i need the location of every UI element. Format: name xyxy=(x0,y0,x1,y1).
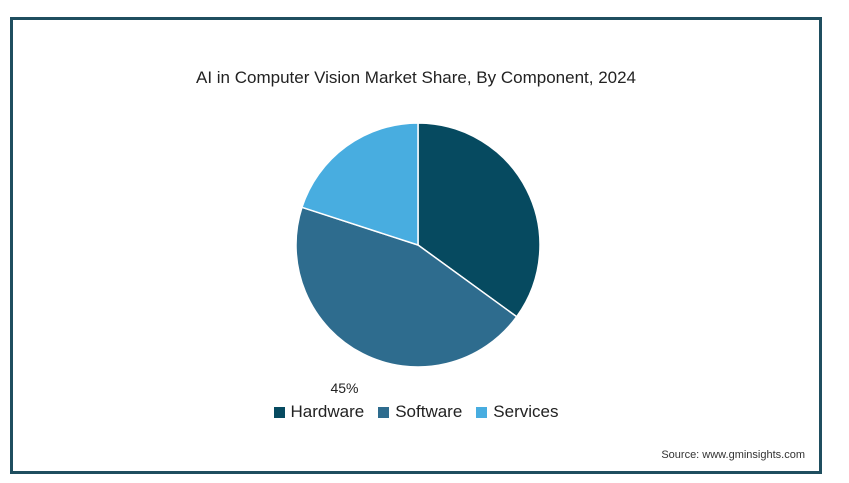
legend-label-services: Services xyxy=(493,402,559,421)
legend-item-software: Software xyxy=(378,402,462,422)
legend-item-services: Services xyxy=(476,402,558,422)
source-note: Source: www.gminsights.com xyxy=(661,449,805,461)
legend-label-hardware: Hardware xyxy=(290,402,365,421)
legend-swatch-hardware xyxy=(273,406,285,418)
chart-title: AI in Computer Vision Market Share, By C… xyxy=(195,68,637,87)
data-label-software: 45% xyxy=(330,380,358,396)
legend-swatch-software xyxy=(378,406,390,418)
pie-slice-hardware xyxy=(417,122,541,318)
pie-slice-software xyxy=(295,206,518,368)
chart-legend: Hardware Software Services xyxy=(13,402,819,422)
pie-slice-services xyxy=(301,122,419,247)
chart-frame: AI in Computer Vision Market Share, By C… xyxy=(10,17,822,474)
legend-item-hardware: Hardware xyxy=(273,402,365,422)
legend-label-software: Software xyxy=(395,402,463,421)
legend-swatch-services xyxy=(476,406,488,418)
pie-chart: 45% xyxy=(295,122,541,396)
